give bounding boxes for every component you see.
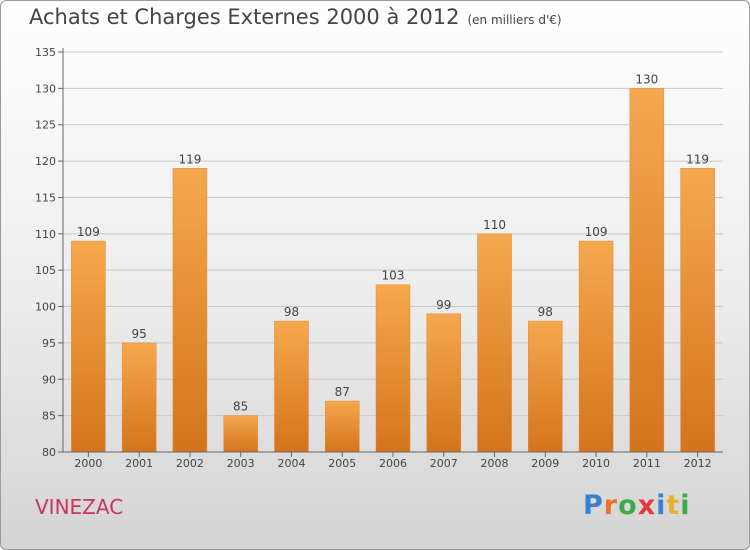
x-tick-label-2001: 2001 <box>125 457 153 470</box>
bar-2008 <box>477 233 512 453</box>
logo-letter: t <box>666 490 681 521</box>
logo-letter: i <box>656 490 667 521</box>
value-label-2005: 87 <box>335 385 350 399</box>
proxiti-logo[interactable]: Proxiti <box>583 490 691 521</box>
y-tick-label: 90 <box>42 373 56 386</box>
value-label-2012: 119 <box>686 152 709 166</box>
bars <box>71 88 715 453</box>
bar-2006 <box>375 284 411 453</box>
x-tick-label-2011: 2011 <box>633 457 661 470</box>
value-label-2006: 103 <box>382 269 405 283</box>
value-label-2000: 109 <box>77 225 100 239</box>
y-tick-label: 125 <box>35 119 56 132</box>
value-label-2003: 85 <box>233 400 248 414</box>
logo-letter: P <box>583 490 604 521</box>
y-tick-label: 80 <box>42 446 56 459</box>
y-tick-label: 115 <box>35 191 56 204</box>
bar-2003 <box>223 415 258 453</box>
x-tick-label-2008: 2008 <box>481 457 509 470</box>
bar-2010 <box>578 240 614 453</box>
y-tick-label: 110 <box>35 228 56 241</box>
bar-2012 <box>680 168 715 453</box>
bar-2007 <box>426 313 462 453</box>
bar-2004 <box>274 320 309 453</box>
x-tick-label-2004: 2004 <box>277 457 305 470</box>
bar-2005 <box>324 400 360 453</box>
logo-letter: o <box>618 490 638 521</box>
x-tick-label-2007: 2007 <box>430 457 458 470</box>
x-tick-label-2009: 2009 <box>531 457 559 470</box>
y-tick-label: 85 <box>42 410 56 423</box>
bar-2002 <box>172 168 208 453</box>
x-tick-label-2000: 2000 <box>74 457 102 470</box>
value-label-2009: 98 <box>538 305 553 319</box>
bar-2011 <box>629 88 665 453</box>
x-tick-label-2006: 2006 <box>379 457 407 470</box>
value-label-2002: 119 <box>178 152 201 166</box>
x-tick-label-2002: 2002 <box>176 457 204 470</box>
chart-unit-text: (en milliers d'€) <box>467 13 562 27</box>
value-label-2004: 98 <box>284 305 299 319</box>
axes: 80 85 90 95 100 105 110 115 120 125 130 135 2000 2001… <box>35 46 723 470</box>
bar-2001 <box>121 342 157 453</box>
labels: 109 95 119 85 98 87 103 99 110 98 109 130 119 <box>77 72 709 413</box>
x-tick-label-2003: 2003 <box>227 457 255 470</box>
bar-2000 <box>71 240 106 453</box>
y-tick-label: 120 <box>35 155 56 168</box>
x-tick-label-2012: 2012 <box>684 457 712 470</box>
value-label-2008: 110 <box>483 218 506 232</box>
value-label-2001: 95 <box>132 327 147 341</box>
bar-2009 <box>528 320 563 453</box>
chart-title-text: Achats et Charges Externes 2000 à 2012 <box>29 5 460 29</box>
chart-title: Achats et Charges Externes 2000 à 2012 (e… <box>29 5 562 29</box>
x-tick-label-2010: 2010 <box>582 457 610 470</box>
y-tick-label: 95 <box>42 337 56 350</box>
y-tick-label: 130 <box>35 82 56 95</box>
logo-letter: i <box>680 490 691 521</box>
x-tick-label-2005: 2005 <box>328 457 356 470</box>
logo-letter: r <box>603 490 619 521</box>
y-tick-label: 100 <box>35 301 56 314</box>
place-name: VINEZAC <box>35 495 124 519</box>
value-label-2011: 130 <box>635 72 658 86</box>
y-tick-label: 135 <box>35 46 56 59</box>
logo-letter: x <box>637 490 657 521</box>
value-label-2010: 109 <box>585 225 608 239</box>
y-tick-label: 105 <box>35 264 56 277</box>
value-label-2007: 99 <box>436 298 451 312</box>
